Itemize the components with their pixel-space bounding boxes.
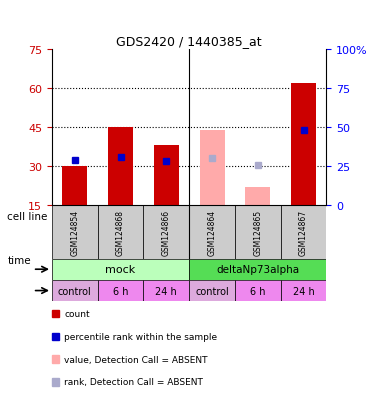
Bar	[281, 206, 326, 259]
Bar	[98, 280, 144, 301]
Bar	[98, 206, 144, 259]
Text: 24 h: 24 h	[293, 286, 315, 296]
Bar	[245, 188, 270, 206]
Text: 6 h: 6 h	[113, 286, 128, 296]
Bar	[154, 146, 179, 206]
Bar	[200, 130, 225, 206]
Text: 6 h: 6 h	[250, 286, 266, 296]
Bar	[189, 206, 235, 259]
Bar	[144, 280, 189, 301]
Bar	[52, 206, 98, 259]
Bar	[52, 280, 98, 301]
Text: time: time	[7, 255, 31, 265]
Text: deltaNp73alpha: deltaNp73alpha	[216, 265, 299, 275]
Bar	[52, 259, 189, 280]
Bar	[235, 280, 281, 301]
Text: control: control	[58, 286, 92, 296]
Text: value, Detection Call = ABSENT: value, Detection Call = ABSENT	[64, 355, 208, 364]
Text: GSM124866: GSM124866	[162, 209, 171, 255]
Bar	[281, 280, 326, 301]
Bar	[189, 259, 326, 280]
Text: count: count	[64, 309, 90, 318]
Text: cell line: cell line	[7, 212, 48, 222]
Bar	[108, 128, 133, 206]
Bar	[291, 83, 316, 206]
Text: GSM124864: GSM124864	[208, 209, 217, 255]
Text: percentile rank within the sample: percentile rank within the sample	[64, 332, 217, 341]
Text: GSM124867: GSM124867	[299, 209, 308, 255]
Title: GDS2420 / 1440385_at: GDS2420 / 1440385_at	[116, 36, 262, 48]
Text: GSM124868: GSM124868	[116, 209, 125, 255]
Text: GSM124865: GSM124865	[253, 209, 262, 255]
Bar	[235, 206, 281, 259]
Bar	[144, 206, 189, 259]
Text: mock: mock	[105, 265, 136, 275]
Text: rank, Detection Call = ABSENT: rank, Detection Call = ABSENT	[64, 377, 203, 387]
Bar	[189, 280, 235, 301]
Text: GSM124854: GSM124854	[70, 209, 79, 255]
Text: 24 h: 24 h	[155, 286, 177, 296]
Bar	[62, 167, 88, 206]
Text: control: control	[195, 286, 229, 296]
